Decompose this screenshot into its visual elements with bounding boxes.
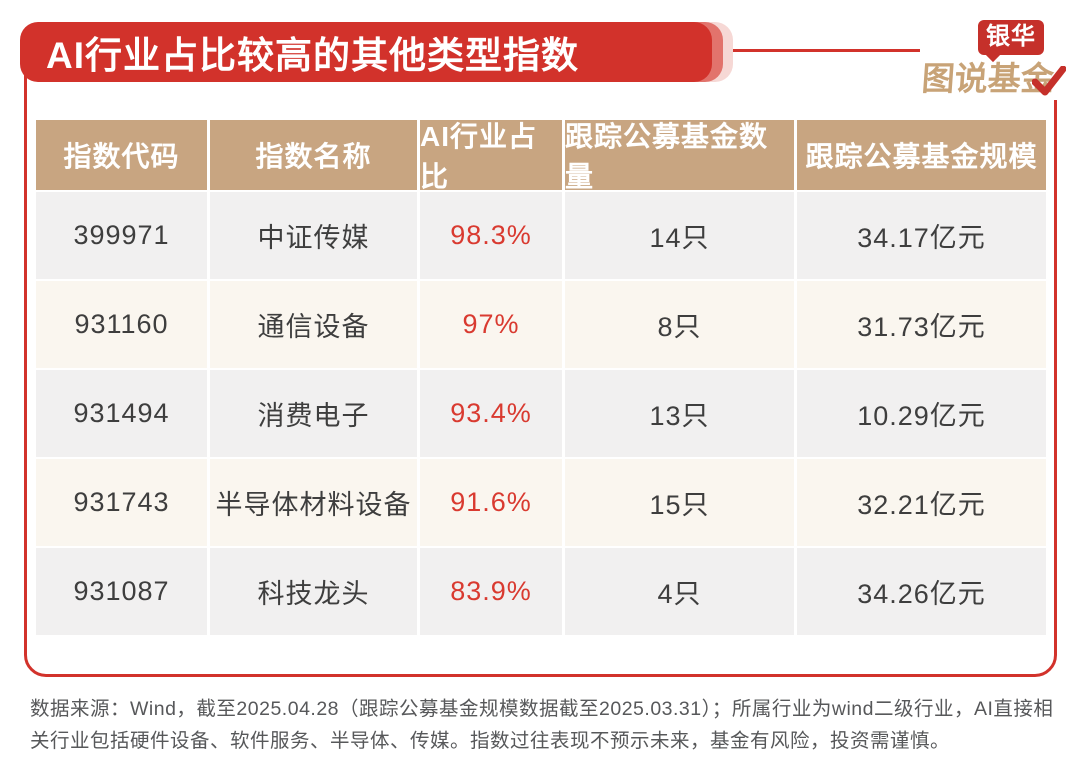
header-cell: 跟踪公募基金数量 — [565, 120, 797, 192]
table-cell: 931743 — [36, 459, 211, 546]
table-cell: 31.73亿元 — [857, 312, 986, 342]
ai-percent-cell: 98.3% — [420, 192, 566, 279]
table-cell: 13只 — [565, 370, 797, 457]
table-cell: 34.17亿元 — [857, 223, 986, 253]
table-cell: 399971 — [36, 192, 211, 279]
brand-logo: 银华 图说基金 — [920, 8, 1068, 100]
title-banner: AI行业占比较高的其他类型指数 — [20, 22, 712, 82]
table-cell: 15只 — [565, 459, 797, 546]
table-body: 399971 中证传媒 98.3% 14只 34.17亿元 931160 通信设备 97% 8只… — [36, 190, 1046, 635]
table-header-row: 指数代码 指数名称 AI行业占比 跟踪公募基金数量 跟踪公募基金规模 — [36, 120, 1046, 192]
table-cell: 34.26亿元 — [857, 579, 986, 609]
table-row: 931743 半导体材料设备 91.6% 15只 32.21亿元 — [36, 457, 1046, 546]
ai-percent-cell: 91.6% — [420, 459, 566, 546]
table-cell: 14只 — [565, 192, 797, 279]
table-cell: 931494 — [36, 370, 211, 457]
table-cell: 中证传媒 — [210, 192, 420, 279]
table-cell: 4只 — [565, 548, 797, 635]
header-cell: 指数名称 — [210, 120, 420, 190]
ai-percent-cell: 93.4% — [420, 370, 566, 457]
table-row: 399971 中证传媒 98.3% 14只 34.17亿元 — [36, 190, 1046, 279]
ai-percent-cell: 97% — [420, 281, 566, 368]
page-title: AI行业占比较高的其他类型指数 — [46, 35, 579, 76]
ai-percent-cell: 83.9% — [420, 548, 566, 635]
table-row: 931494 消费电子 93.4% 13只 10.29亿元 — [36, 368, 1046, 457]
table-cell: 10.29亿元 — [857, 401, 986, 431]
table-cell: 931160 — [36, 281, 211, 368]
table-cell: 8只 — [565, 281, 797, 368]
footer-note: 数据来源：Wind，截至2025.04.28（跟踪公募基金规模数据截至2025.… — [30, 698, 1054, 752]
header-cell: AI行业占比 — [420, 120, 566, 192]
table-cell: 科技龙头 — [210, 548, 420, 635]
table-cell: 消费电子 — [210, 370, 420, 457]
header-cell: 跟踪公募基金规模 — [805, 141, 1038, 172]
table-cell: 931087 — [36, 548, 211, 635]
checkmark-icon — [1032, 66, 1066, 96]
data-table: 指数代码 指数名称 AI行业占比 跟踪公募基金数量 跟踪公募基金规模 399971 中证传… — [36, 120, 1046, 635]
table-row: 931160 通信设备 97% 8只 31.73亿元 — [36, 279, 1046, 368]
table-row: 931087 科技龙头 83.9% 4只 34.26亿元 — [36, 546, 1046, 635]
brand-badge-label: 银华 — [986, 23, 1036, 50]
table-cell: 32.21亿元 — [857, 490, 986, 520]
header-cell: 指数代码 — [36, 120, 211, 190]
table-cell: 半导体材料设备 — [210, 459, 420, 546]
table-cell: 通信设备 — [210, 281, 420, 368]
brand-badge: 银华 — [978, 20, 1044, 63]
